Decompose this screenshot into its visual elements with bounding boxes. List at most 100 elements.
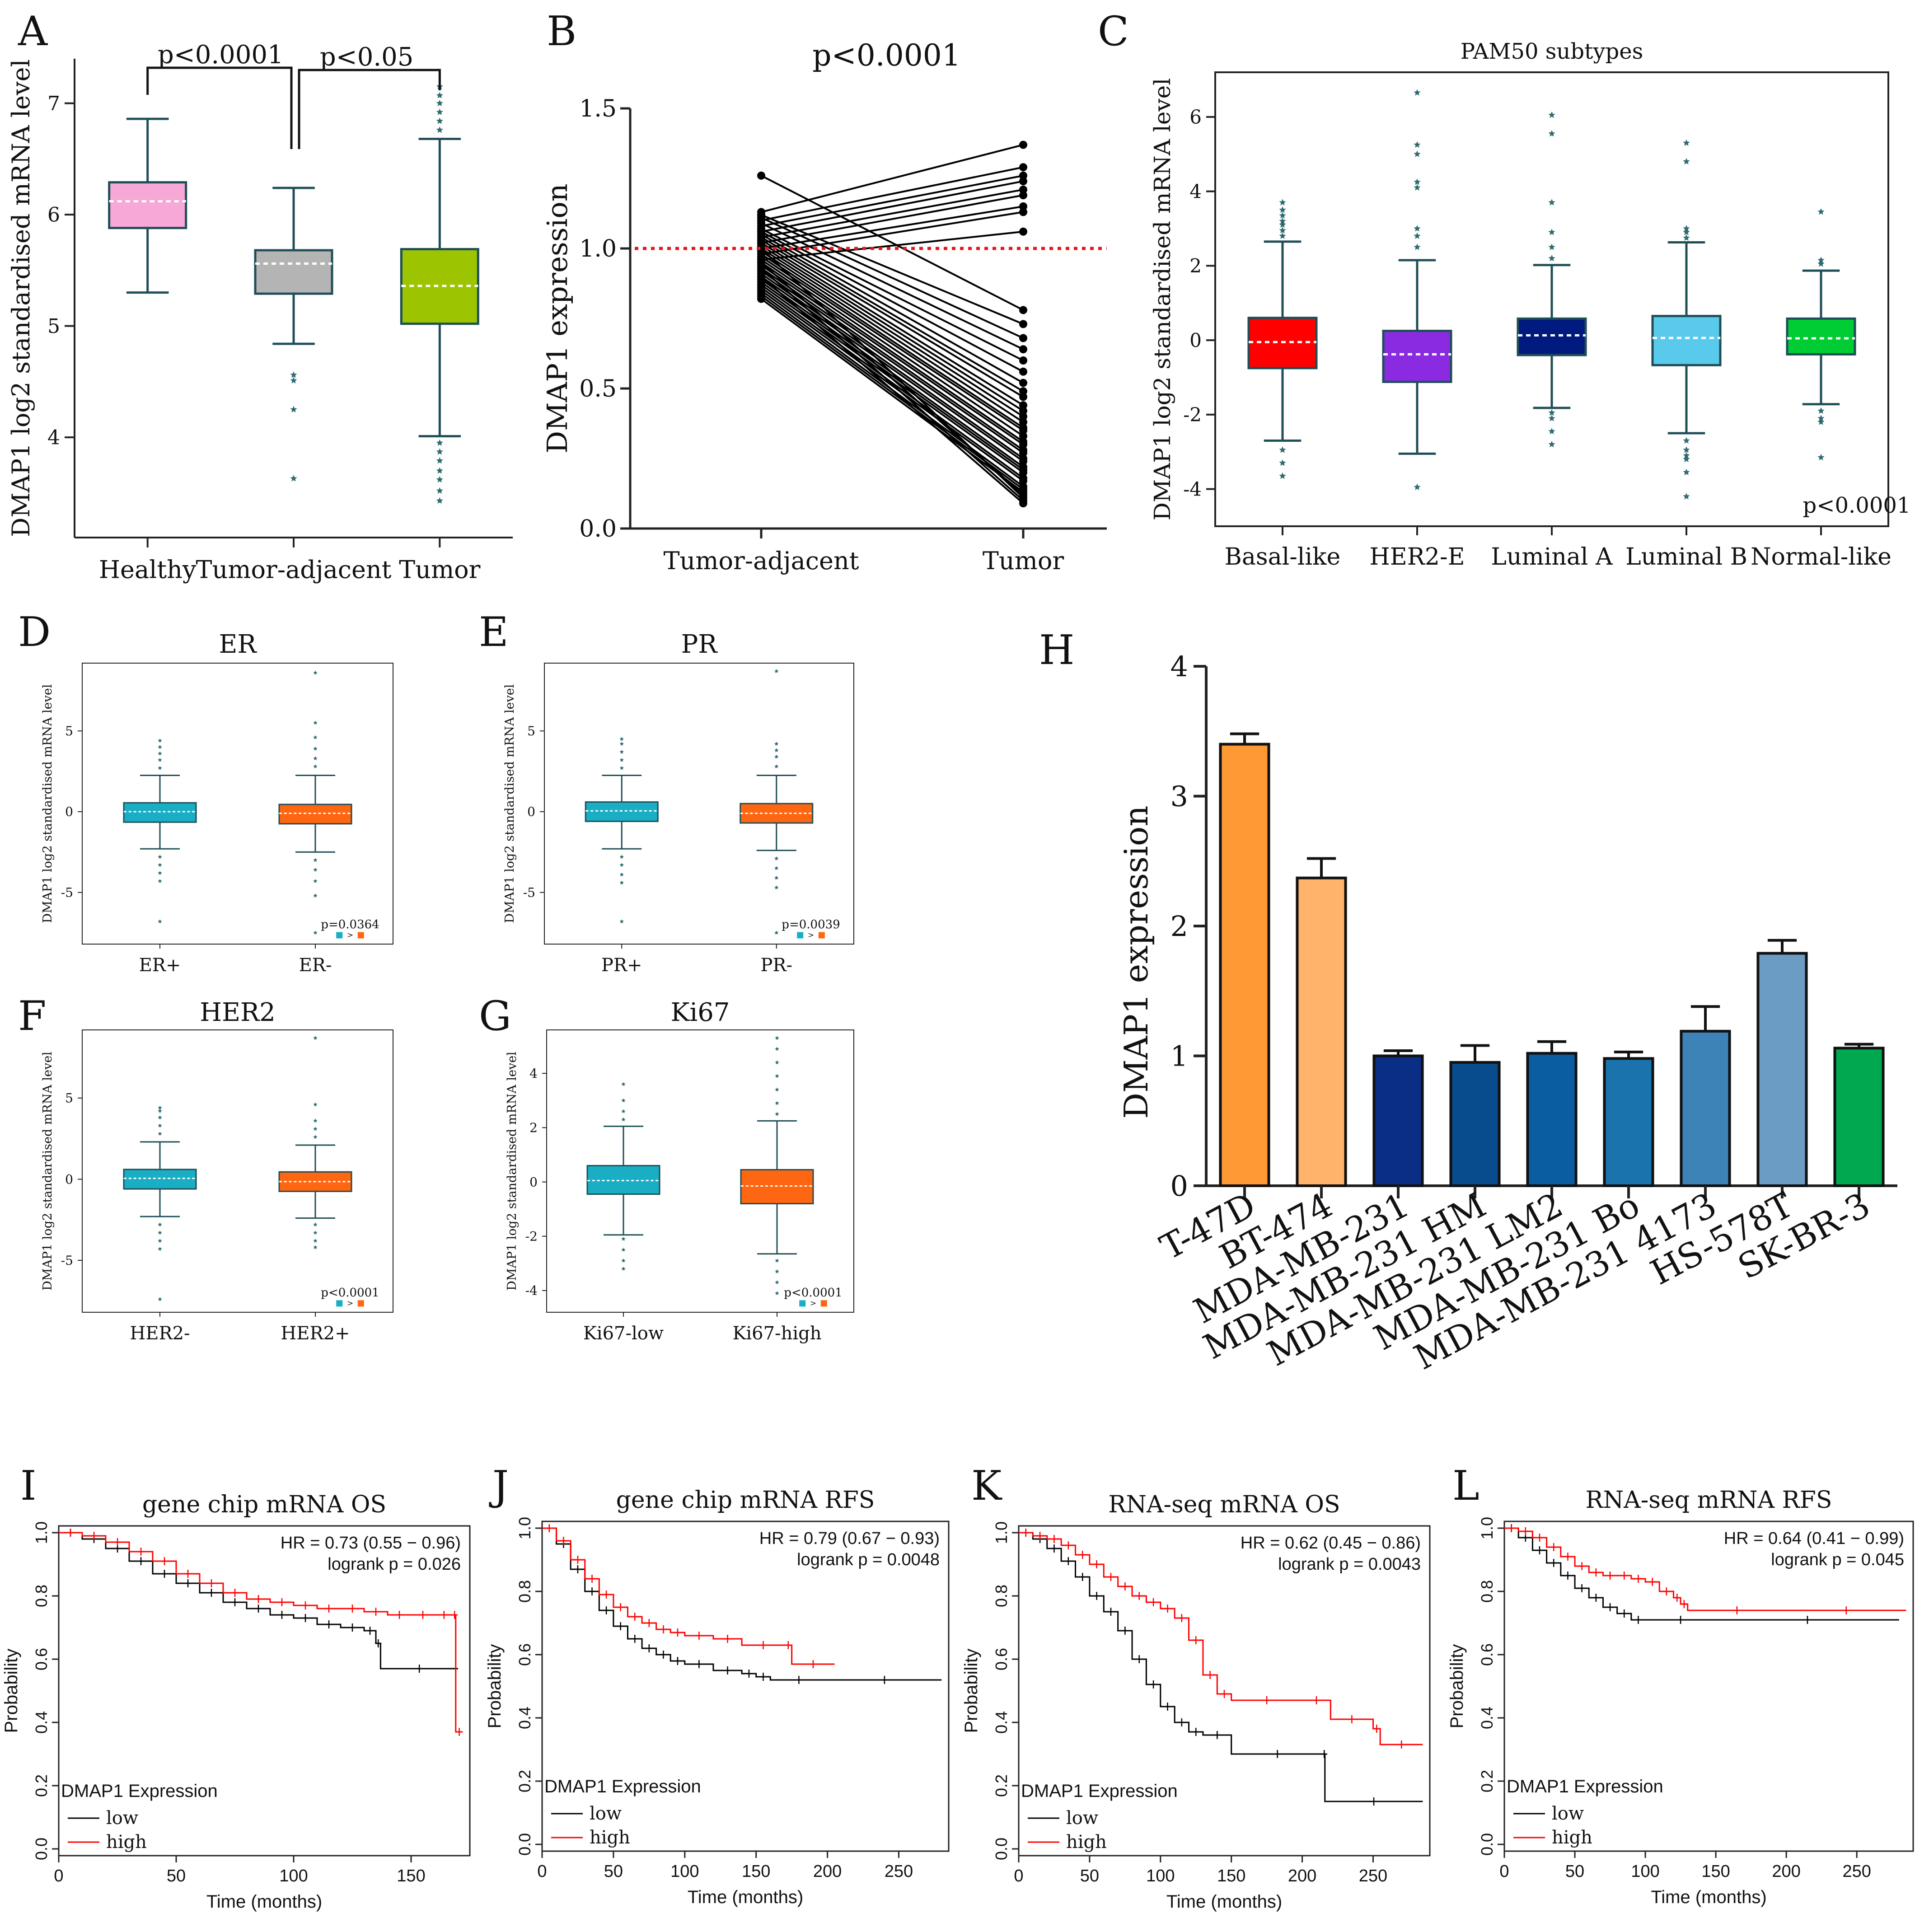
- legend-square-orange: [357, 932, 364, 939]
- paired-line: [760, 245, 1024, 412]
- censor-mark-low: [1122, 1627, 1128, 1635]
- legend-square-orange: [820, 1300, 827, 1307]
- y-tick-label: 0.8: [992, 1585, 1011, 1607]
- point-tumor: [1019, 177, 1027, 186]
- point-adjacent: [757, 171, 765, 180]
- y-tick-label: 0: [527, 805, 535, 819]
- outlier-point: [1414, 150, 1421, 157]
- outlier-point: [1548, 229, 1555, 235]
- point-tumor: [1019, 418, 1027, 426]
- y-tick-label: 1.0: [992, 1521, 1011, 1544]
- x-tick-label: 0: [1499, 1862, 1509, 1881]
- censor-mark-low: [574, 1565, 581, 1573]
- censor-mark-high: [1607, 1572, 1614, 1580]
- plot-frame: [1503, 1520, 1914, 1852]
- outlier-point: [1548, 243, 1555, 250]
- y-tick-label: 0.2: [992, 1774, 1011, 1797]
- x-category-label: Ki67-high: [732, 1323, 821, 1344]
- significance-bracket: [146, 66, 293, 149]
- outlier-point: [619, 758, 624, 762]
- x-category-label: Ki67-low: [583, 1323, 664, 1344]
- point-tumor: [1019, 401, 1027, 410]
- censor-mark-high: [451, 1611, 458, 1619]
- x-tick-label: 250: [885, 1862, 913, 1881]
- y-axis-label: Probability: [1, 1649, 21, 1733]
- censor-mark-high: [1193, 1636, 1199, 1644]
- outlier-point: [1414, 243, 1421, 250]
- outlier-point: [774, 885, 779, 889]
- significance-label: p<0.0001: [158, 40, 284, 70]
- outlier-point: [158, 758, 162, 762]
- panel-label-e: E: [479, 608, 509, 656]
- x-tick-label: 250: [1842, 1862, 1871, 1881]
- x-category-label: Basal-like: [1225, 543, 1341, 571]
- outlier-point: [1414, 232, 1421, 239]
- legend-title: DMAP1 Expression: [1507, 1777, 1663, 1796]
- point-tumor: [1019, 499, 1027, 508]
- y-axis-label: Probability: [485, 1644, 505, 1729]
- outlier-point: [775, 1087, 779, 1092]
- y-tick-label: 0.6: [32, 1648, 51, 1670]
- outlier-point: [619, 880, 624, 885]
- censor-mark-high: [1649, 1578, 1656, 1586]
- outlier-point: [1548, 111, 1555, 118]
- outlier-point: [436, 487, 443, 494]
- outlier-point: [1414, 225, 1421, 232]
- paired-line: [760, 239, 1024, 398]
- paired-line: [761, 175, 1024, 311]
- x-tick-label: 200: [813, 1862, 842, 1881]
- x-tick-label: 0: [1014, 1867, 1023, 1885]
- outlier-point: [774, 875, 779, 880]
- y-tick-label: 0.0: [1478, 1833, 1496, 1856]
- outlier-point: [436, 99, 443, 107]
- censor-mark-low: [416, 1665, 423, 1673]
- bar-t-47d: [1219, 743, 1270, 1187]
- point-tumor: [1019, 468, 1027, 477]
- y-tick-label: 2: [529, 1120, 538, 1135]
- x-tick-label: 50: [604, 1862, 623, 1881]
- censor-mark-low: [603, 1606, 610, 1614]
- outlier-point: [619, 741, 624, 746]
- outlier-point: [1817, 454, 1825, 461]
- outlier-point: [158, 1105, 162, 1110]
- outlier-point: [775, 1036, 779, 1040]
- outlier-point: [1683, 455, 1690, 463]
- panel-label-k: K: [971, 1462, 1002, 1510]
- y-tick-label: 0.2: [515, 1770, 534, 1792]
- bar-mda-mb-231-4173: [1680, 1029, 1731, 1187]
- paired-line: [761, 194, 1024, 244]
- outlier-point: [1279, 472, 1286, 479]
- outlier-point: [436, 439, 443, 446]
- y-tick-label: -2: [525, 1229, 538, 1244]
- censor-mark-low: [1321, 1750, 1328, 1758]
- censor-mark-high: [1178, 1614, 1185, 1622]
- y-tick-label: 0.6: [1478, 1643, 1496, 1666]
- censor-mark-high: [1592, 1568, 1599, 1576]
- y-tick-label: 0.4: [992, 1711, 1011, 1734]
- p-value-annotation: p=0.0039: [782, 918, 840, 931]
- point-tumor: [1019, 227, 1027, 236]
- censor-mark-high: [232, 1589, 238, 1597]
- censor-mark-high: [1635, 1575, 1642, 1583]
- paired-line: [760, 264, 1024, 445]
- censor-mark-low: [185, 1579, 191, 1587]
- legend-title: DMAP1 Expression: [61, 1781, 218, 1801]
- paired-line: [760, 273, 1024, 459]
- censor-mark-low: [1274, 1750, 1281, 1758]
- outlier-point: [313, 735, 318, 739]
- x-category-label: Healthy: [99, 556, 197, 584]
- paired-line: [761, 180, 1024, 233]
- censor-mark-low: [1065, 1557, 1072, 1565]
- point-adjacent: [757, 213, 765, 222]
- outlier-point: [1548, 440, 1555, 448]
- p-value-annotation: p=0.0364: [321, 918, 379, 931]
- x-tick-label: 50: [167, 1867, 186, 1885]
- censor-mark-high: [1843, 1606, 1849, 1614]
- point-tumor: [1019, 140, 1027, 149]
- outlier-point: [774, 856, 779, 861]
- y-tick-label: 4: [529, 1066, 538, 1081]
- plot-frame: [82, 663, 393, 945]
- censor-mark-low: [279, 1611, 285, 1619]
- y-tick-label: 0.6: [992, 1648, 1011, 1670]
- panel-label-l: L: [1452, 1462, 1480, 1510]
